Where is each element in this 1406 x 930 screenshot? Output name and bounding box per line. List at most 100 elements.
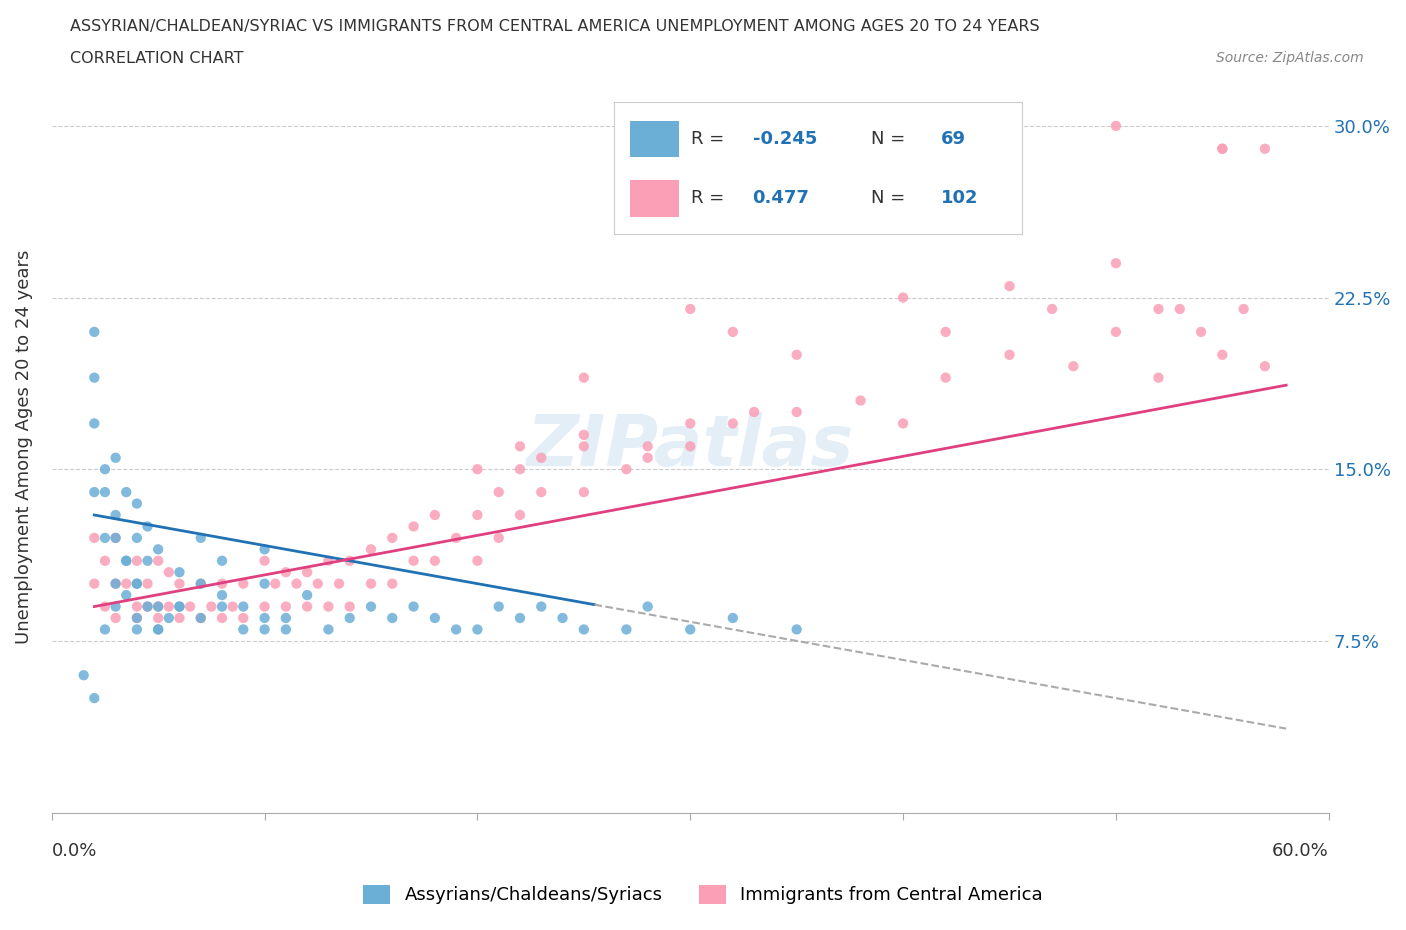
Point	[616, 462, 638, 477]
Point	[328, 577, 350, 591]
Point	[136, 599, 159, 614]
Point	[104, 577, 127, 591]
Point	[1254, 359, 1277, 374]
Point	[786, 405, 808, 419]
Point	[253, 622, 276, 637]
Point	[679, 622, 702, 637]
Point	[211, 553, 233, 568]
Point	[232, 599, 254, 614]
Point	[318, 599, 340, 614]
Point	[530, 485, 553, 499]
Point	[125, 611, 148, 626]
Point	[1105, 118, 1128, 133]
Point	[572, 428, 595, 443]
Point	[679, 439, 702, 454]
Point	[935, 325, 957, 339]
Point	[721, 325, 744, 339]
Point	[190, 530, 212, 545]
Point	[190, 577, 212, 591]
Point	[1254, 141, 1277, 156]
Point	[402, 553, 425, 568]
Point	[467, 622, 489, 637]
Point	[1211, 347, 1233, 362]
Point	[104, 450, 127, 465]
Point	[679, 416, 702, 431]
Point	[232, 611, 254, 626]
Point	[1168, 301, 1191, 316]
Point	[1211, 141, 1233, 156]
Point	[136, 577, 159, 591]
Point	[1189, 325, 1212, 339]
Point	[125, 622, 148, 637]
Point	[274, 611, 297, 626]
Point	[146, 542, 169, 557]
Point	[253, 599, 276, 614]
Point	[295, 565, 318, 579]
Point	[274, 565, 297, 579]
Point	[136, 519, 159, 534]
Point	[146, 611, 169, 626]
Point	[339, 599, 361, 614]
Point	[221, 599, 243, 614]
Point	[1105, 325, 1128, 339]
Point	[146, 599, 169, 614]
Point	[381, 577, 404, 591]
Point	[444, 622, 467, 637]
Text: ZIPatlas: ZIPatlas	[527, 412, 853, 481]
Point	[200, 599, 222, 614]
Point	[1211, 141, 1233, 156]
Point	[444, 530, 467, 545]
Point	[509, 508, 531, 523]
Legend: Assyrians/Chaldeans/Syriacs, Immigrants from Central America: Assyrians/Chaldeans/Syriacs, Immigrants …	[356, 878, 1050, 911]
Point	[637, 450, 659, 465]
Point	[360, 599, 382, 614]
Point	[530, 450, 553, 465]
Point	[125, 577, 148, 591]
Point	[360, 542, 382, 557]
Point	[467, 508, 489, 523]
Point	[1105, 256, 1128, 271]
Point	[104, 577, 127, 591]
Point	[742, 405, 765, 419]
Point	[551, 611, 574, 626]
Point	[125, 496, 148, 511]
Point	[211, 588, 233, 603]
Point	[232, 577, 254, 591]
Point	[83, 530, 105, 545]
Point	[136, 599, 159, 614]
Point	[157, 611, 180, 626]
Point	[339, 611, 361, 626]
Point	[572, 439, 595, 454]
Point	[679, 301, 702, 316]
Point	[274, 622, 297, 637]
Point	[1147, 370, 1170, 385]
Point	[157, 565, 180, 579]
Point	[73, 668, 96, 683]
Point	[211, 577, 233, 591]
Point	[125, 553, 148, 568]
Point	[94, 599, 117, 614]
Point	[115, 577, 138, 591]
Point	[169, 599, 191, 614]
Point	[402, 519, 425, 534]
Point	[509, 611, 531, 626]
Point	[318, 553, 340, 568]
Point	[509, 439, 531, 454]
Text: 0.0%: 0.0%	[52, 842, 97, 860]
Point	[467, 553, 489, 568]
Point	[94, 462, 117, 477]
Point	[83, 416, 105, 431]
Point	[721, 611, 744, 626]
Point	[83, 485, 105, 499]
Point	[849, 393, 872, 408]
Point	[211, 611, 233, 626]
Point	[786, 622, 808, 637]
Point	[488, 485, 510, 499]
Point	[211, 599, 233, 614]
Point	[157, 599, 180, 614]
Point	[83, 325, 105, 339]
Point	[94, 485, 117, 499]
Point	[94, 622, 117, 637]
Point	[104, 611, 127, 626]
Text: Source: ZipAtlas.com: Source: ZipAtlas.com	[1216, 51, 1364, 65]
